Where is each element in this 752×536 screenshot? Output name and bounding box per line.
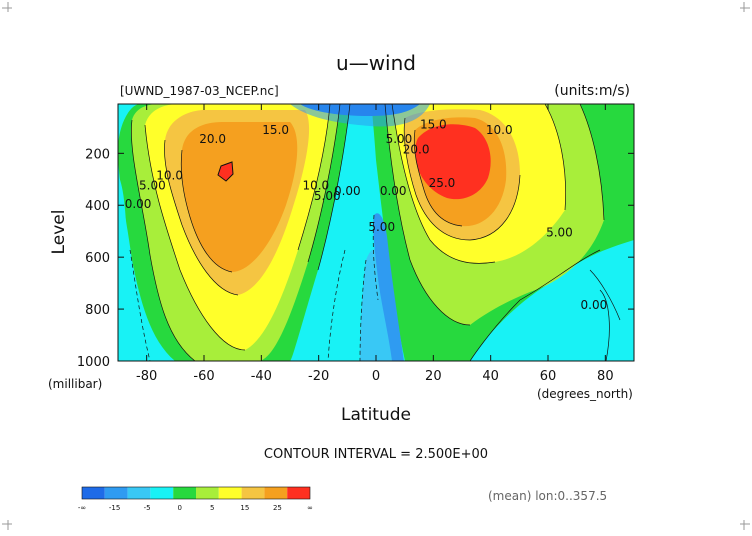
y-tick-label: 200 [85,147,110,162]
sh-polar-region [118,175,127,290]
colorbar-tick-label: 5 [210,504,214,512]
y-tick-label: 400 [85,199,110,214]
colorbar-swatch [173,487,196,499]
colorbar-tick-label: -15 [109,504,120,512]
colorbar-swatch [241,487,265,499]
colorbar-tick-label: 25 [273,504,282,512]
colorbar-tick-label: 0 [177,504,181,512]
y-axis-units: (millibar) [48,377,102,391]
footer-note: (mean) lon:0..357.5 [488,489,607,503]
upper-easterlies-edge [290,104,430,127]
contour-label: 10.0 [486,123,513,137]
x-tick-label: -20 [308,369,329,384]
colorbar-tick-label: -5 [144,504,151,512]
x-tick-label: -40 [251,369,272,384]
contour-label: 0.00 [125,197,152,211]
units-label: (units:m/s) [554,83,630,99]
source-file-label: [UWND_1987-03_NCEP.nc] [120,84,279,98]
contour-label: 5.00 [546,225,573,239]
sh-jet-core [217,161,234,182]
contour-label-group: 20.015.010.05.000.0010.05.000.005.000.00… [125,118,608,312]
colorbar-swatch [287,487,310,499]
y-axis: 200 400 600 800 1000 [77,147,634,370]
contour-label: 0.00 [334,184,361,198]
colorbar-swatch [218,487,242,499]
contour-label: 25.0 [429,176,456,190]
colorbar-swatch [150,487,174,499]
x-tick-label: 80 [597,369,614,384]
colorbar-tick-label: -∞ [78,504,86,512]
colorbar-swatch [82,487,105,499]
contour-label: 5.00 [386,132,413,146]
x-tick-label: -60 [193,369,214,384]
contour-label: 10.0 [302,179,329,193]
contour-label: 20.0 [403,142,430,156]
colorbar: -∞ -15 -5 0 5 15 25 ∞ [78,486,313,512]
colorbar-swatch [104,487,128,499]
tropical-easterlies-core [373,213,404,361]
x-tick-label: 60 [540,369,557,384]
negative-contour-lines [129,214,379,361]
chart-title: u—wind [336,51,416,75]
crop-marks [2,2,750,530]
x-tick-label: 0 [372,369,380,384]
contour-label: 20.0 [199,132,226,146]
contour-label: 5.00 [139,179,166,193]
colorbar-tick-label: ∞ [307,504,313,512]
sh-jet-band-25 [181,122,298,272]
colorbar-swatch [264,487,288,499]
x-axis: -80 -60 -40 -20 0 20 40 60 80 [136,104,614,384]
y-tick-label: 800 [85,303,110,318]
x-axis-label: Latitude [341,405,411,425]
contour-label: 15.0 [420,118,447,132]
x-axis-units: (degrees_north) [537,387,633,401]
plot-area: 20.015.010.05.000.0010.05.000.005.000.00… [118,104,634,361]
contour-label: 0.00 [581,298,608,312]
y-axis-label: Level [49,210,69,255]
nh-jet-core [415,124,491,200]
x-tick-label: 40 [482,369,499,384]
x-tick-label: 20 [425,369,442,384]
contour-label: 5.00 [314,189,341,203]
colorbar-swatch [127,487,151,499]
contour-label: 15.0 [262,123,289,137]
contour-interval-label: CONTOUR INTERVAL = 2.500E+00 [264,447,488,462]
x-tick-label: -80 [136,369,157,384]
contour-lines [131,104,621,361]
y-tick-label: 1000 [77,355,110,370]
y-tick-label: 600 [85,251,110,266]
contour-label: 0.00 [380,184,407,198]
colorbar-swatch [196,487,219,499]
colorbar-frame [81,486,311,500]
contour-label: 10.0 [156,168,183,182]
contour-label: 5.00 [368,220,395,234]
colorbar-tick-label: 15 [240,504,249,512]
